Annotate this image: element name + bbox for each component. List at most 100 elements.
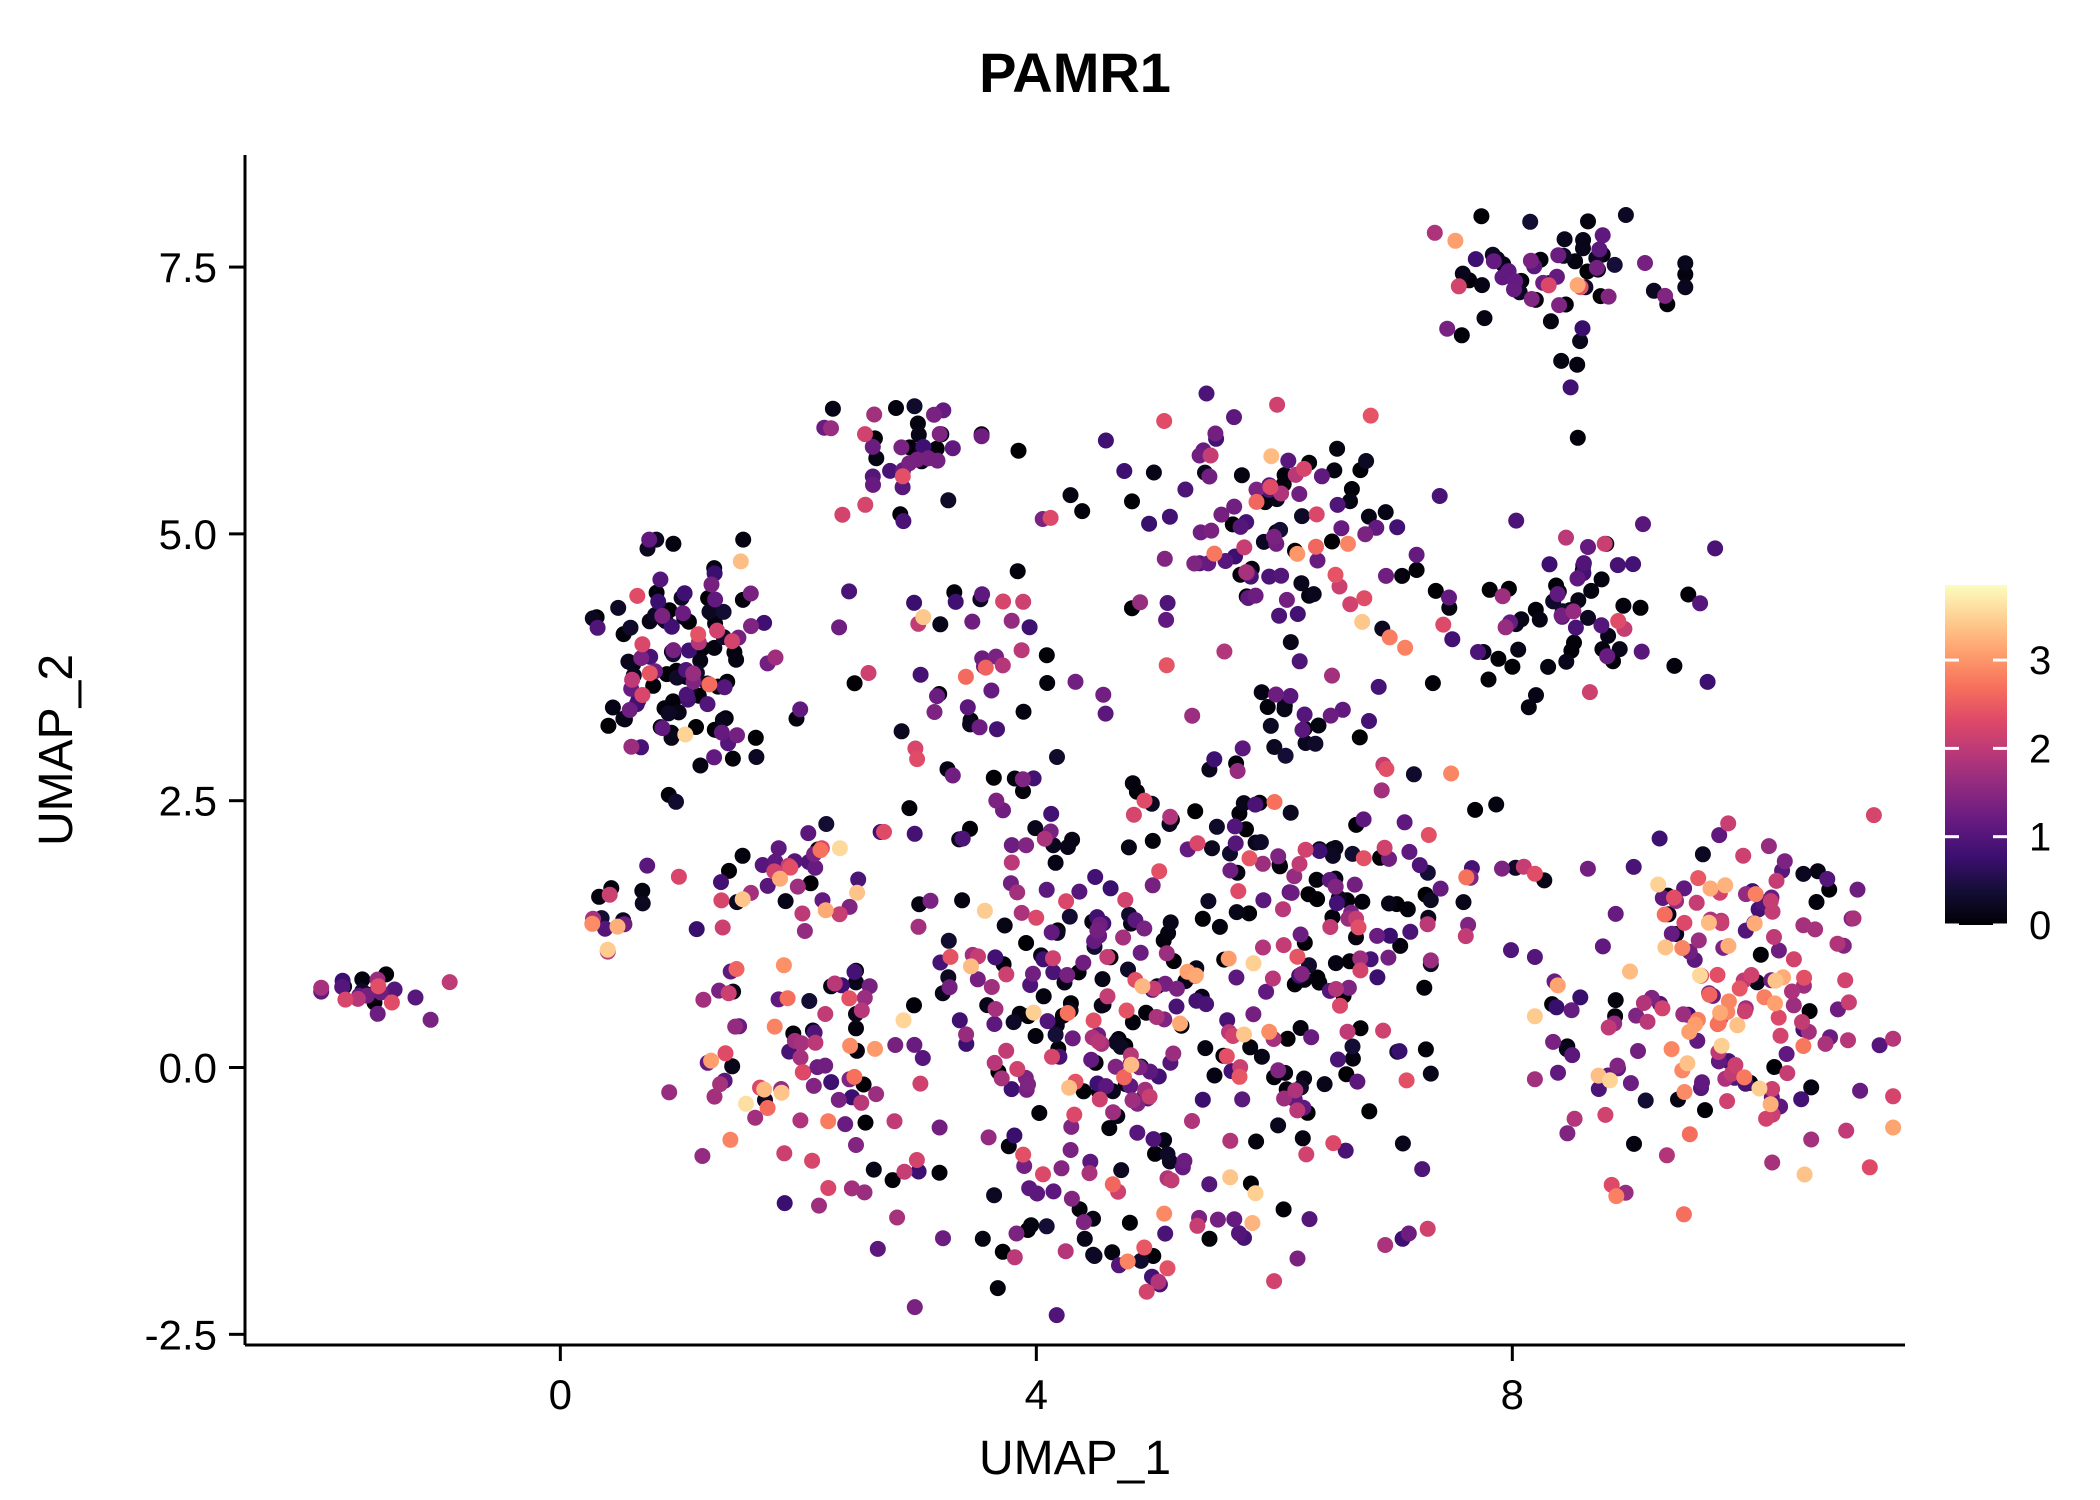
- cell-point: [1226, 818, 1243, 835]
- cell-point: [1044, 1048, 1060, 1065]
- cell-point: [1186, 555, 1203, 572]
- cell-point: [1043, 924, 1060, 941]
- cell-point: [1333, 520, 1350, 537]
- cell-point: [804, 1152, 821, 1169]
- cell-point: [1322, 919, 1339, 935]
- cell-point: [706, 639, 723, 656]
- cell-point: [1803, 1079, 1820, 1096]
- cell-point: [1278, 591, 1295, 608]
- cell-point: [1852, 1082, 1869, 1099]
- cell-point: [1680, 586, 1697, 603]
- cell-point: [895, 513, 912, 530]
- cell-point: [1342, 596, 1359, 613]
- cell-point: [776, 1145, 793, 1162]
- cell-point: [1031, 1105, 1048, 1121]
- cell-point: [888, 400, 904, 416]
- cell-point: [1626, 1135, 1642, 1152]
- cell-point: [1651, 830, 1668, 847]
- cell-point: [1328, 981, 1344, 997]
- cell-point: [1271, 607, 1288, 624]
- cell-point: [1601, 1072, 1618, 1089]
- cell-point: [1085, 1012, 1102, 1029]
- cell-point: [1599, 648, 1616, 665]
- cell-point: [1548, 999, 1565, 1016]
- cell-point: [1261, 568, 1278, 585]
- cell-point: [1203, 522, 1220, 539]
- cell-point: [1063, 1190, 1080, 1207]
- cell-point: [977, 659, 994, 676]
- cell-point: [942, 948, 959, 965]
- cell-point: [1553, 352, 1570, 369]
- cell-point: [1355, 850, 1372, 867]
- cell-point: [1361, 1103, 1378, 1120]
- cell-point: [998, 966, 1015, 983]
- cell-point: [1269, 396, 1286, 413]
- cell-point: [1656, 906, 1673, 923]
- cell-point: [1062, 1142, 1079, 1158]
- cell-point: [1102, 880, 1119, 897]
- cell-point: [1124, 1014, 1141, 1031]
- cell-point: [722, 1131, 739, 1148]
- cell-point: [926, 406, 942, 423]
- cell-point: [634, 882, 651, 899]
- cell-point: [1282, 634, 1299, 651]
- cell-point: [1394, 567, 1411, 584]
- cell-point: [675, 605, 691, 622]
- cell-point: [1526, 949, 1543, 965]
- cell-point: [1125, 806, 1142, 823]
- cell-point: [1150, 1273, 1167, 1290]
- cell-point: [974, 1230, 991, 1247]
- cell-point: [1268, 686, 1284, 703]
- cell-point: [1132, 944, 1149, 961]
- cell-point: [1219, 1012, 1236, 1029]
- cell-point: [922, 892, 939, 909]
- cell-point: [1176, 1152, 1193, 1169]
- cell-point: [894, 468, 911, 485]
- cell-point: [1606, 256, 1623, 273]
- cell-point: [678, 686, 695, 703]
- x-tick-label: 0: [549, 1371, 572, 1418]
- cell-point: [1200, 893, 1217, 910]
- cell-point: [893, 723, 910, 740]
- cell-point: [1162, 914, 1179, 931]
- cell-point: [1003, 854, 1020, 871]
- cell-point: [1717, 877, 1734, 894]
- cell-point: [1324, 667, 1340, 684]
- cell-point: [792, 1049, 809, 1066]
- cell-point: [1414, 1161, 1431, 1178]
- cell-point: [1076, 1230, 1093, 1247]
- cell-point: [1580, 539, 1596, 555]
- cell-point: [1490, 650, 1507, 667]
- cell-point: [1747, 886, 1764, 903]
- cell-point: [848, 1020, 864, 1037]
- cell-point: [1293, 575, 1310, 592]
- cell-point: [1241, 905, 1258, 922]
- cell-point: [1784, 983, 1800, 1000]
- cell-point: [1394, 1135, 1411, 1152]
- cell-point: [1141, 1088, 1158, 1105]
- cell-point: [1398, 1072, 1415, 1089]
- cell-point: [1286, 868, 1303, 885]
- cell-point: [1309, 552, 1326, 569]
- cell-point: [1431, 488, 1448, 504]
- cell-point: [1352, 962, 1369, 979]
- cell-point: [1793, 1091, 1810, 1108]
- x-tick-label: 4: [1025, 1371, 1048, 1418]
- cell-point: [1113, 1162, 1130, 1179]
- cell-point: [1690, 870, 1707, 887]
- cell-point: [695, 991, 712, 1008]
- cell-point: [688, 921, 705, 938]
- cell-point: [1419, 916, 1436, 933]
- cell-point: [622, 619, 639, 636]
- cell-point: [1630, 1043, 1646, 1059]
- cell-point: [1264, 970, 1281, 987]
- cell-point: [1378, 761, 1395, 777]
- cell-point: [1494, 860, 1510, 877]
- cell-point: [1508, 512, 1525, 529]
- cell-point: [1270, 1062, 1287, 1079]
- cell-point: [1015, 703, 1032, 720]
- cell-point: [1308, 871, 1325, 888]
- cell-point: [604, 699, 621, 716]
- cell-point: [1575, 555, 1592, 572]
